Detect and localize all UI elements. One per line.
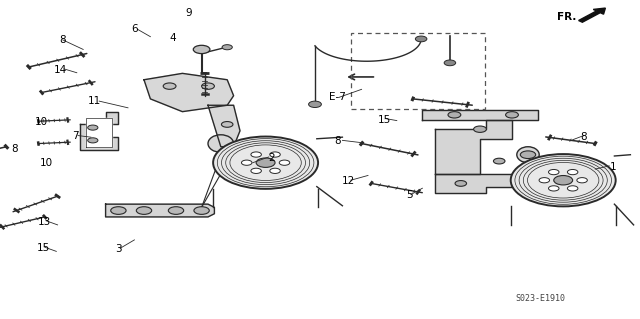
Circle shape (213, 137, 318, 189)
Circle shape (455, 181, 467, 186)
Circle shape (520, 151, 536, 159)
Circle shape (493, 158, 505, 164)
Circle shape (256, 158, 275, 167)
Circle shape (193, 45, 210, 54)
Text: 6: 6 (131, 24, 138, 34)
Circle shape (444, 60, 456, 66)
Text: 15: 15 (37, 243, 50, 253)
Text: 8: 8 (580, 131, 587, 142)
Text: 12: 12 (342, 176, 355, 186)
Text: 10: 10 (40, 158, 52, 168)
Circle shape (506, 112, 518, 118)
Text: 14: 14 (54, 65, 67, 75)
Text: 7: 7 (72, 130, 79, 141)
Text: E-7: E-7 (329, 92, 346, 102)
Circle shape (415, 36, 427, 42)
Polygon shape (435, 120, 512, 174)
Circle shape (548, 186, 559, 191)
Polygon shape (80, 112, 118, 150)
Circle shape (448, 112, 461, 118)
Circle shape (270, 168, 280, 174)
Circle shape (163, 83, 176, 89)
FancyArrow shape (579, 8, 605, 22)
Text: 1: 1 (610, 161, 616, 172)
Text: FR.: FR. (557, 11, 576, 22)
Circle shape (168, 207, 184, 214)
Polygon shape (144, 73, 234, 112)
Circle shape (308, 101, 321, 108)
Circle shape (568, 186, 578, 191)
Circle shape (554, 175, 573, 185)
Polygon shape (86, 118, 112, 147)
Text: 5: 5 (406, 190, 413, 200)
Bar (351, 33, 485, 109)
Circle shape (474, 126, 486, 132)
Circle shape (577, 178, 588, 183)
Circle shape (88, 125, 98, 130)
Circle shape (568, 169, 578, 175)
Text: 10: 10 (35, 117, 48, 127)
Text: 8: 8 (11, 144, 17, 154)
Polygon shape (106, 204, 214, 217)
Text: S023-E1910: S023-E1910 (516, 294, 566, 303)
Circle shape (111, 207, 126, 214)
Circle shape (221, 122, 233, 127)
Circle shape (88, 138, 98, 143)
Circle shape (270, 152, 280, 157)
Circle shape (251, 152, 261, 157)
Circle shape (202, 83, 214, 89)
Text: 9: 9 (186, 8, 192, 19)
Circle shape (222, 45, 232, 50)
Text: 8: 8 (60, 35, 66, 45)
Circle shape (279, 160, 290, 165)
Ellipse shape (517, 147, 540, 163)
Circle shape (539, 178, 550, 183)
Polygon shape (208, 105, 240, 147)
Ellipse shape (208, 135, 234, 152)
Circle shape (511, 154, 616, 206)
Text: 8: 8 (335, 136, 341, 146)
Text: 4: 4 (170, 33, 176, 43)
Circle shape (548, 169, 559, 175)
Circle shape (136, 207, 152, 214)
Text: 11: 11 (88, 96, 101, 107)
Text: 2: 2 (269, 153, 275, 163)
Circle shape (241, 160, 252, 165)
Polygon shape (435, 174, 512, 193)
Text: 3: 3 (115, 244, 122, 254)
Polygon shape (422, 110, 538, 120)
Text: 13: 13 (38, 217, 51, 227)
Circle shape (194, 207, 209, 214)
Circle shape (251, 168, 261, 174)
Text: 15: 15 (378, 115, 390, 125)
